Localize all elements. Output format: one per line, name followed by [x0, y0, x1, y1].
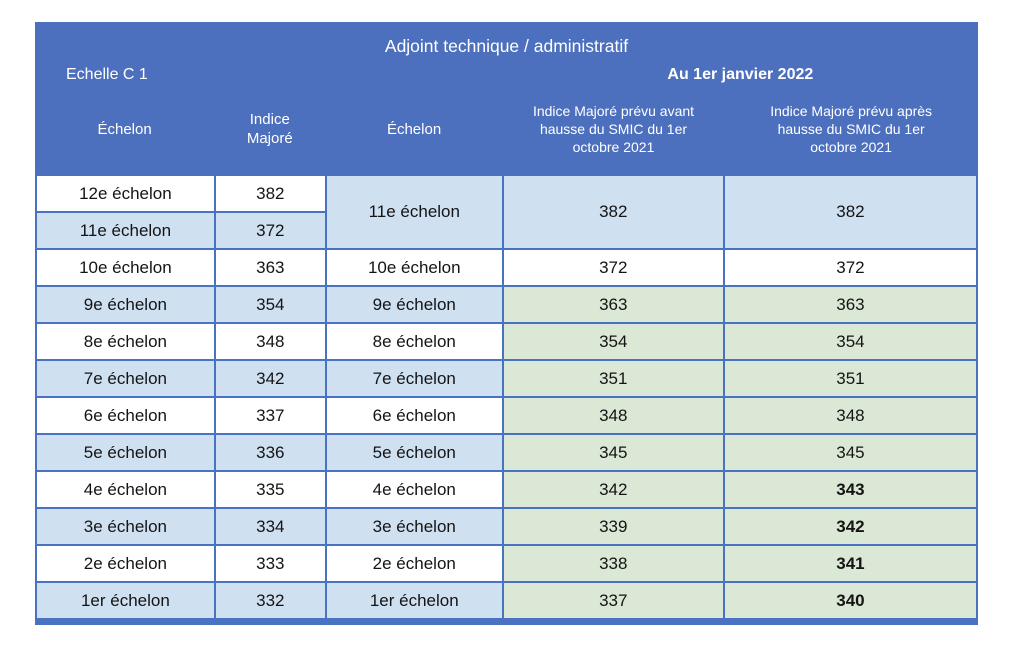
cell-indice-before: 372: [501, 248, 725, 287]
cell-left-indice: 337: [213, 396, 327, 435]
table-row: 9e échelon 354 9e échelon 363 363: [35, 285, 979, 324]
cell-indice-after: 348: [722, 396, 979, 435]
column-header-echelon-left: Échelon: [35, 120, 214, 139]
column-header-row: Échelon Indice Majoré Échelon Indice Maj…: [35, 87, 978, 174]
date-label: Au 1er janvier 2022: [667, 66, 814, 83]
cell-indice-before: 342: [501, 470, 725, 509]
cell-indice-after: 343: [722, 470, 979, 509]
column-header-label: Indice Majoré prévu après hausse du SMIC…: [770, 103, 933, 155]
cell-indice-after: 382: [722, 174, 979, 250]
cell-indice-after: 341: [722, 544, 979, 583]
cell-right-echelon: 7e échelon: [324, 359, 504, 398]
cell-right-echelon: 11e échelon: [324, 174, 504, 250]
table-row: 5e échelon 336 5e échelon 345 345: [35, 433, 979, 472]
cell-left-echelon: 1er échelon: [35, 581, 216, 620]
table-title: Adjoint technique / administratif: [384, 36, 629, 56]
cell-left-indice: 354: [213, 285, 327, 324]
cell-indice-after: 351: [722, 359, 979, 398]
cell-left-indice: 342: [213, 359, 327, 398]
pay-scale-table: Adjoint technique / administratif Echell…: [35, 22, 979, 625]
cell-left-echelon: 3e échelon: [35, 507, 216, 546]
cell-left-indice: 348: [213, 322, 327, 361]
cell-left-indice: 332: [213, 581, 327, 620]
cell-left-indice: 333: [213, 544, 327, 583]
cell-indice-after: 354: [722, 322, 979, 361]
cell-indice-before: 345: [501, 433, 725, 472]
cell-indice-before: 354: [501, 322, 725, 361]
cell-left-indice: 363: [213, 248, 327, 287]
cell-indice-after: 372: [722, 248, 979, 287]
cell-left-echelon: 7e échelon: [35, 359, 216, 398]
table-row: 10e échelon 363 10e échelon 372 372: [35, 248, 979, 287]
cell-indice-before: 337: [501, 581, 725, 620]
cell-indice-before: 338: [501, 544, 725, 583]
cell-left-echelon: 6e échelon: [35, 396, 216, 435]
table-header: Adjoint technique / administratif Echell…: [35, 22, 978, 174]
scale-label: Echelle C 1: [66, 66, 148, 83]
cell-indice-after: 340: [722, 581, 979, 620]
cell-indice-after: 345: [722, 433, 979, 472]
cell-indice-before: 348: [501, 396, 725, 435]
cell-left-indice: 334: [213, 507, 327, 546]
table-row: 11e échelon 372: [35, 211, 977, 250]
cell-right-echelon: 10e échelon: [324, 248, 504, 287]
cell-left-echelon: 11e échelon: [35, 211, 216, 250]
table-row: 4e échelon 335 4e échelon 342 343: [35, 470, 979, 509]
cell-left-echelon: 10e échelon: [35, 248, 216, 287]
table-subheader: Echelle C 1 Au 1er janvier 2022: [35, 59, 978, 87]
cell-indice-before: 382: [501, 174, 725, 250]
cell-right-echelon: 1er échelon: [324, 581, 504, 620]
cell-right-echelon: 5e échelon: [324, 433, 504, 472]
cell-right-echelon: 3e échelon: [324, 507, 504, 546]
table-row: 1er échelon 332 1er échelon 337 340: [35, 581, 979, 620]
cell-indice-after: 363: [722, 285, 979, 324]
cell-left-indice: 336: [213, 433, 327, 472]
cell-indice-before: 339: [501, 507, 725, 546]
cell-indice-before: 351: [501, 359, 725, 398]
table-row: 8e échelon 348 8e échelon 354 354: [35, 322, 979, 361]
cell-right-echelon: 4e échelon: [324, 470, 504, 509]
column-header-echelon-right: Échelon: [325, 120, 502, 139]
column-header-label: Échelon: [386, 120, 442, 138]
cell-indice-after: 342: [722, 507, 979, 546]
cell-left-echelon: 5e échelon: [35, 433, 216, 472]
cell-right-echelon: 8e échelon: [324, 322, 504, 361]
cell-right-echelon: 6e échelon: [324, 396, 504, 435]
table-row: 12e échelon 382 11e échelon 382 382: [35, 174, 979, 250]
cell-left-indice: 372: [213, 211, 327, 250]
cell-left-echelon: 12e échelon: [35, 174, 216, 213]
cell-left-echelon: 9e échelon: [35, 285, 216, 324]
column-header-indice-majore: Indice Majoré: [214, 110, 325, 148]
cell-indice-before: 363: [501, 285, 725, 324]
column-header-label: Échelon: [97, 120, 152, 138]
column-header-indice-apres-smic: Indice Majoré prévu après hausse du SMIC…: [724, 102, 978, 156]
column-header-label: Indice Majoré: [246, 111, 293, 147]
table-row: 3e échelon 334 3e échelon 339 342: [35, 507, 979, 546]
cell-left-echelon: 8e échelon: [35, 322, 216, 361]
data-grid: 12e échelon 382 11e échelon 382 382 11e …: [35, 174, 979, 620]
column-header-label: Indice Majoré prévu avant hausse du SMIC…: [532, 103, 695, 155]
cell-left-indice: 382: [213, 174, 327, 213]
cell-right-echelon: 9e échelon: [324, 285, 504, 324]
cell-left-indice: 335: [213, 470, 327, 509]
cell-right-echelon: 2e échelon: [324, 544, 504, 583]
table-row: 6e échelon 337 6e échelon 348 348: [35, 396, 979, 435]
column-header-indice-avant-smic: Indice Majoré prévu avant hausse du SMIC…: [503, 102, 725, 156]
table-row: 2e échelon 333 2e échelon 338 341: [35, 544, 979, 583]
cell-left-echelon: 4e échelon: [35, 470, 216, 509]
table-row: 7e échelon 342 7e échelon 351 351: [35, 359, 979, 398]
cell-left-echelon: 2e échelon: [35, 544, 216, 583]
